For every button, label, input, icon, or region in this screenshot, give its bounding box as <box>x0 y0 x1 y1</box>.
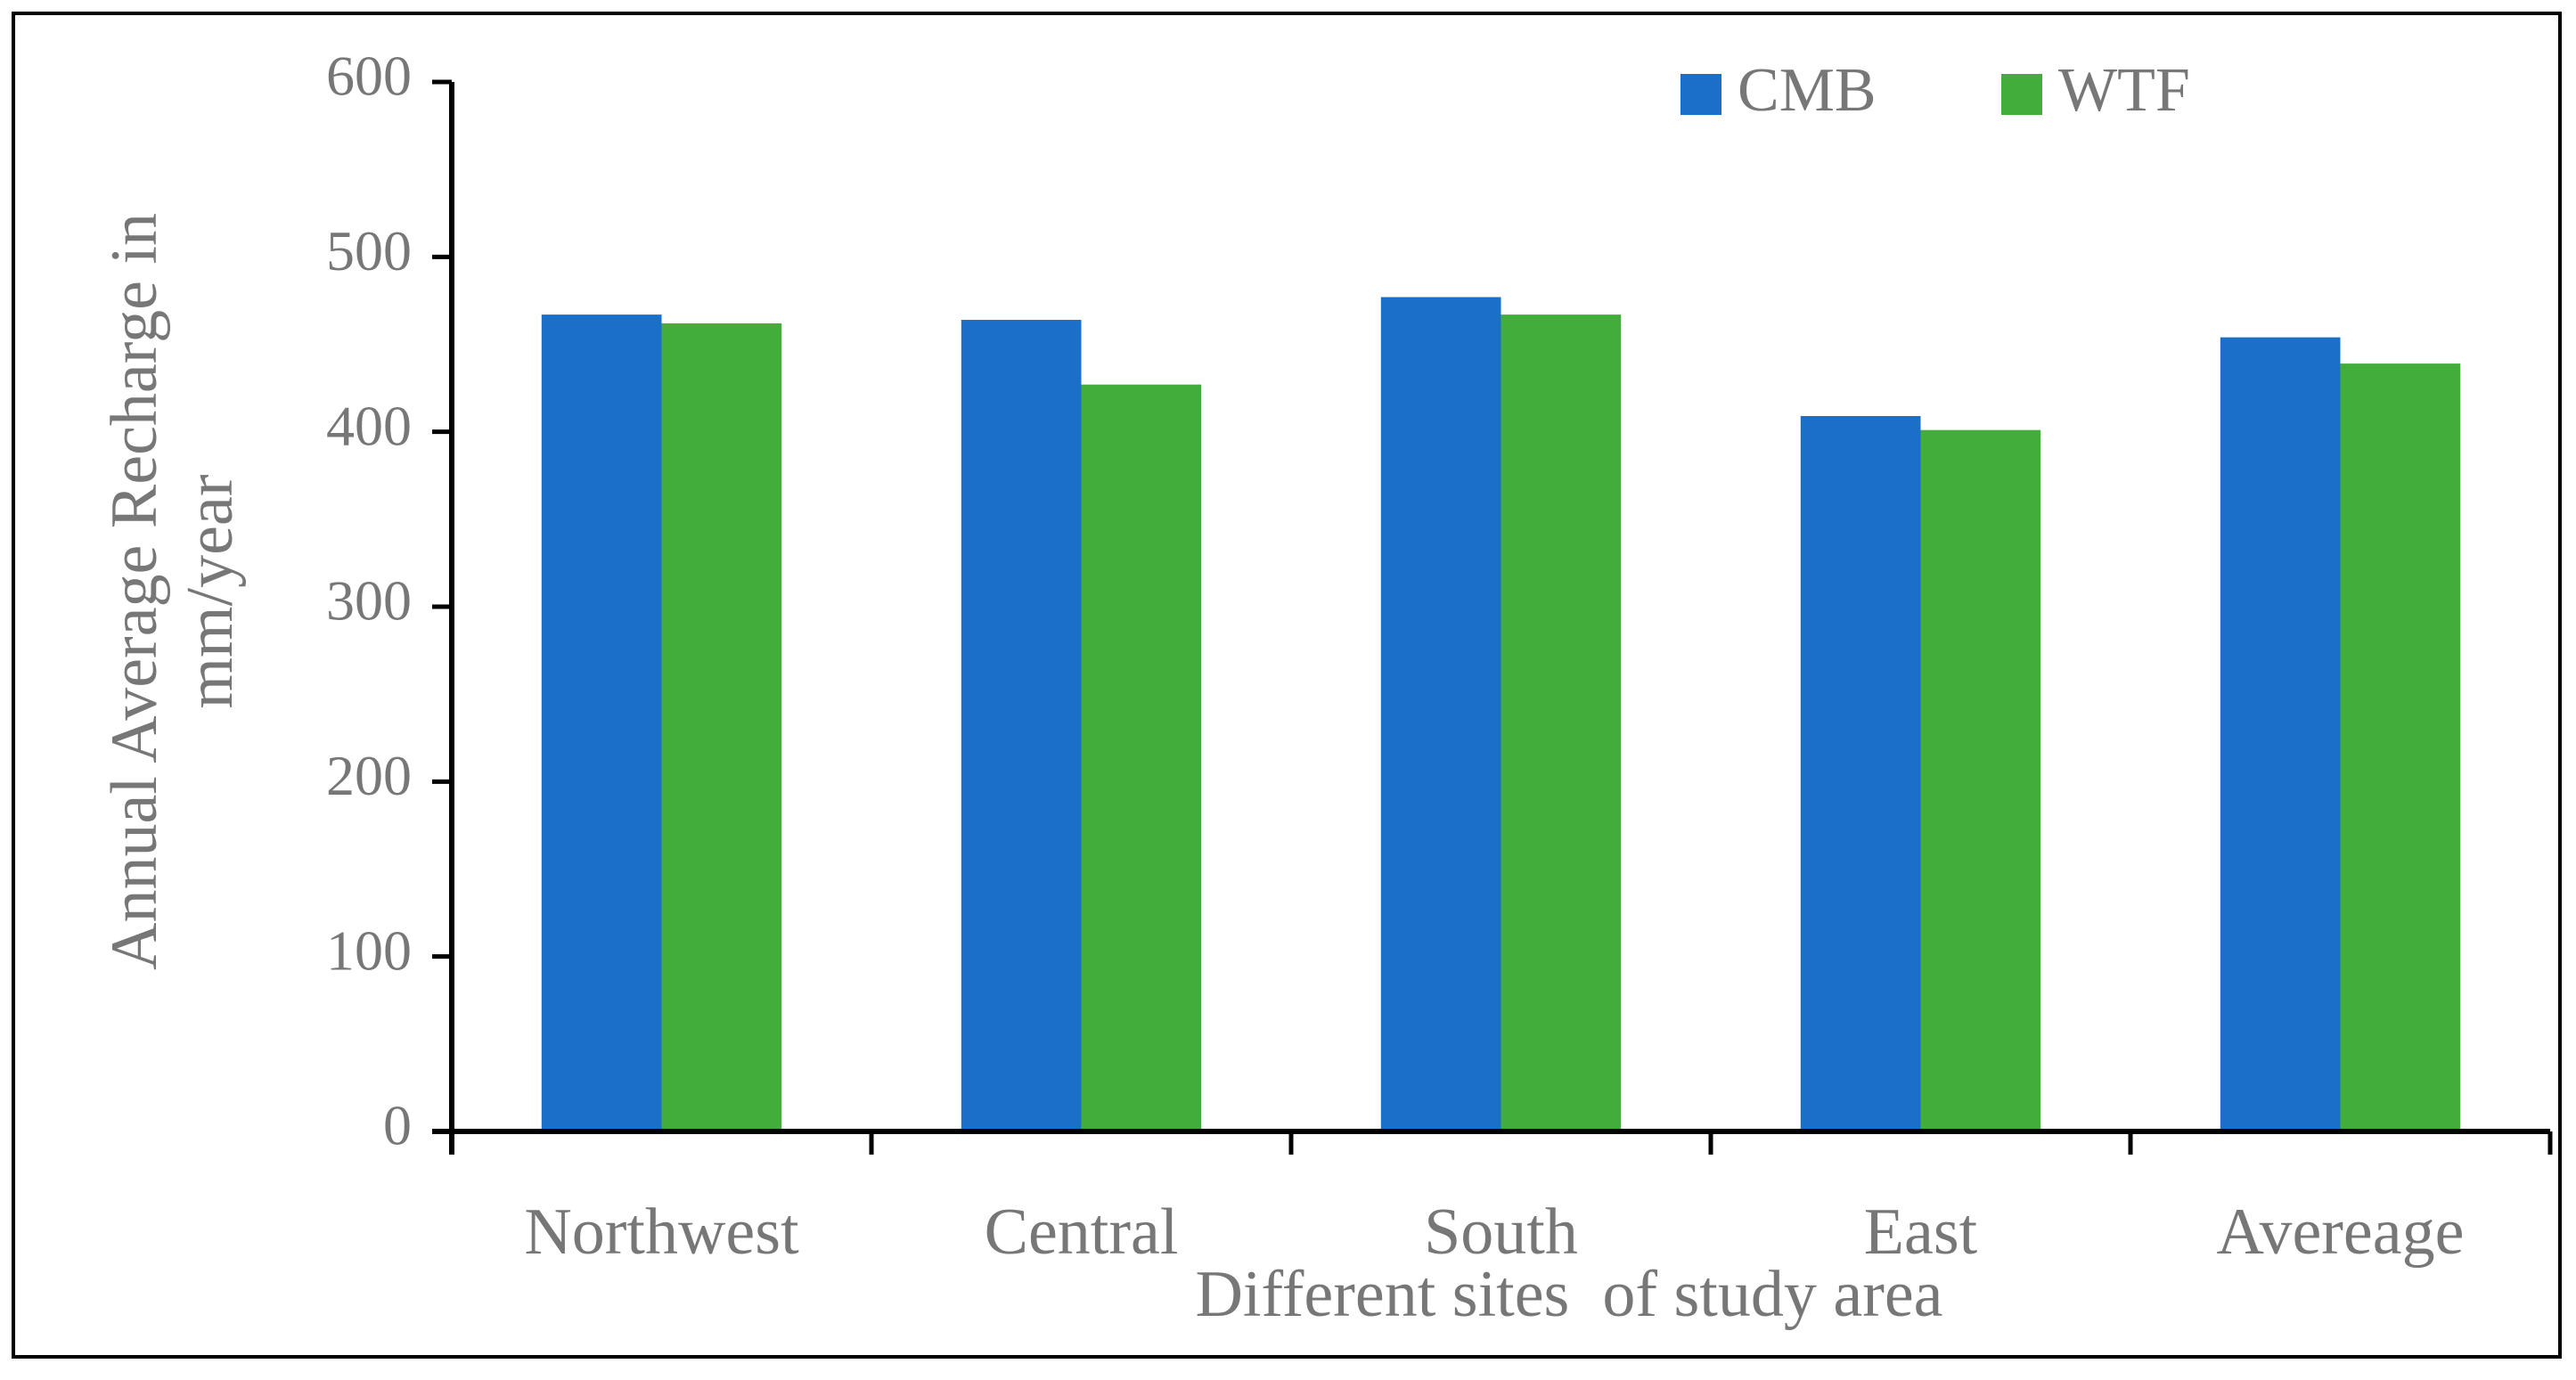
legend-label: WTF <box>2058 56 2190 125</box>
y-tick-label: 300 <box>326 569 412 633</box>
y-tick-label: 500 <box>326 219 412 282</box>
legend-swatch <box>2001 74 2042 115</box>
bar <box>1920 429 2041 1131</box>
bar <box>2220 337 2341 1131</box>
x-tick-label: Central <box>985 1196 1179 1269</box>
bar <box>2340 363 2461 1131</box>
bar <box>1501 314 1622 1132</box>
x-tick-label: Avereage <box>2217 1196 2465 1269</box>
y-axis-title: Annual Average Recharge in mm/year <box>97 213 247 970</box>
bar <box>541 314 662 1132</box>
y-tick-label: 100 <box>326 919 412 982</box>
x-tick-label: Northwest <box>524 1196 799 1269</box>
frame <box>12 12 2562 1359</box>
legend-label: CMB <box>1738 56 1877 125</box>
y-tick-label: 0 <box>383 1094 412 1157</box>
legend-swatch <box>1681 74 1721 115</box>
bar <box>1380 297 1501 1131</box>
x-axis-title: Different sites of study area <box>1195 1258 1942 1331</box>
y-tick-label: 200 <box>326 744 412 807</box>
x-tick-label: South <box>1424 1196 1578 1269</box>
y-tick-label: 600 <box>326 45 412 108</box>
y-tick-label: 400 <box>326 394 412 457</box>
x-tick-label: East <box>1864 1196 1978 1269</box>
bar <box>661 323 782 1131</box>
bar <box>961 320 1082 1132</box>
bar <box>1081 384 1202 1131</box>
bar <box>1800 415 1921 1131</box>
